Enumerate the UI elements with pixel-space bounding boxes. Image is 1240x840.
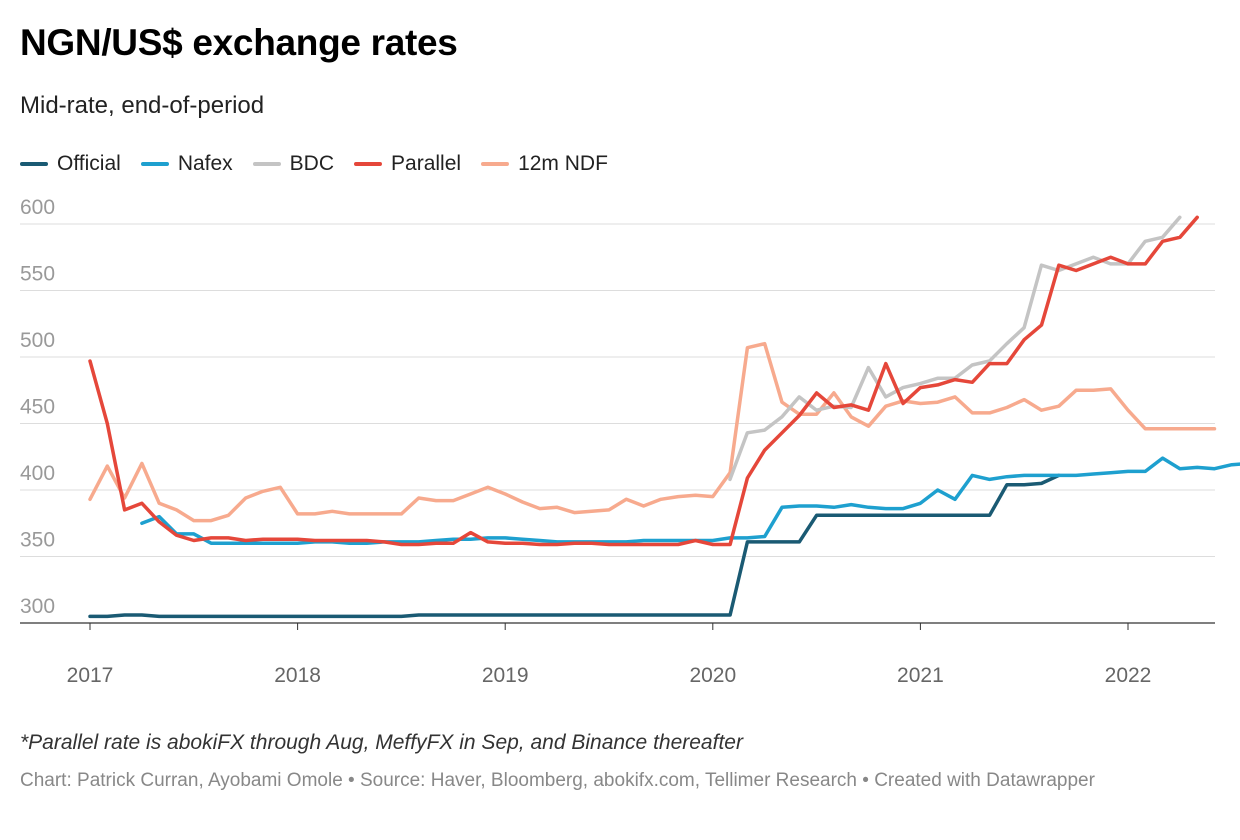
y-tick-label-500: 500 xyxy=(20,329,55,352)
chart-subtitle: Mid-rate, end-of-period xyxy=(20,92,265,119)
legend-label-12m-ndf: 12m NDF xyxy=(518,152,608,175)
y-axis: 300 350 400 450 500 550 600 xyxy=(20,196,55,618)
legend-swatch-nafex xyxy=(140,162,169,166)
y-tick-label-600: 600 xyxy=(20,196,55,219)
chart-credit: Chart: Patrick Curran, Ayobami Omole • S… xyxy=(20,770,1095,791)
y-tick-label-350: 350 xyxy=(20,529,55,552)
series-line-official xyxy=(88,473,1061,619)
x-tick-label-2022: 2022 xyxy=(1105,664,1152,687)
legend-item-parallel: Parallel xyxy=(354,152,461,176)
legend-swatch-official xyxy=(20,162,48,166)
y-tick-label-300: 300 xyxy=(20,595,55,618)
legend-swatch-12m-ndf xyxy=(481,162,510,166)
series-line-12m-ndf xyxy=(88,341,1217,523)
x-tick-label-2021: 2021 xyxy=(897,664,944,687)
x-tick-label-2018: 2018 xyxy=(274,664,321,687)
x-axis: 2017 2018 2019 2020 2021 2022 xyxy=(67,623,1152,687)
chart-series xyxy=(88,215,1240,619)
x-tick-label-2019: 2019 xyxy=(482,664,529,687)
series-line-nafex xyxy=(140,456,1240,545)
y-tick-label-450: 450 xyxy=(20,396,55,419)
x-tick-label-2017: 2017 xyxy=(67,664,114,687)
legend-label-parallel: Parallel xyxy=(391,152,462,175)
legend-label-official: Official xyxy=(57,152,121,175)
legend-item-12m-ndf: 12m NDF xyxy=(481,152,608,176)
y-tick-label-550: 550 xyxy=(20,263,55,286)
x-tick-label-2020: 2020 xyxy=(689,664,736,687)
chart-footnote: *Parallel rate is abokiFX through Aug, M… xyxy=(20,731,743,754)
legend-label-bdc: BDC xyxy=(289,152,335,175)
chart-title: NGN/US$ exchange rates xyxy=(20,22,458,63)
series-line-parallel xyxy=(88,215,1199,547)
legend-item-official: Official xyxy=(20,152,121,176)
y-tick-label-400: 400 xyxy=(20,462,55,485)
legend-item-nafex: Nafex xyxy=(140,152,233,176)
chart-gridlines xyxy=(20,223,1215,624)
chart-legend: Official Nafex BDC Parallel 12m NDF xyxy=(20,152,628,176)
legend-swatch-parallel xyxy=(354,162,383,166)
legend-swatch-bdc xyxy=(252,162,281,166)
legend-label-nafex: Nafex xyxy=(177,152,233,175)
legend-item-bdc: BDC xyxy=(252,152,335,176)
